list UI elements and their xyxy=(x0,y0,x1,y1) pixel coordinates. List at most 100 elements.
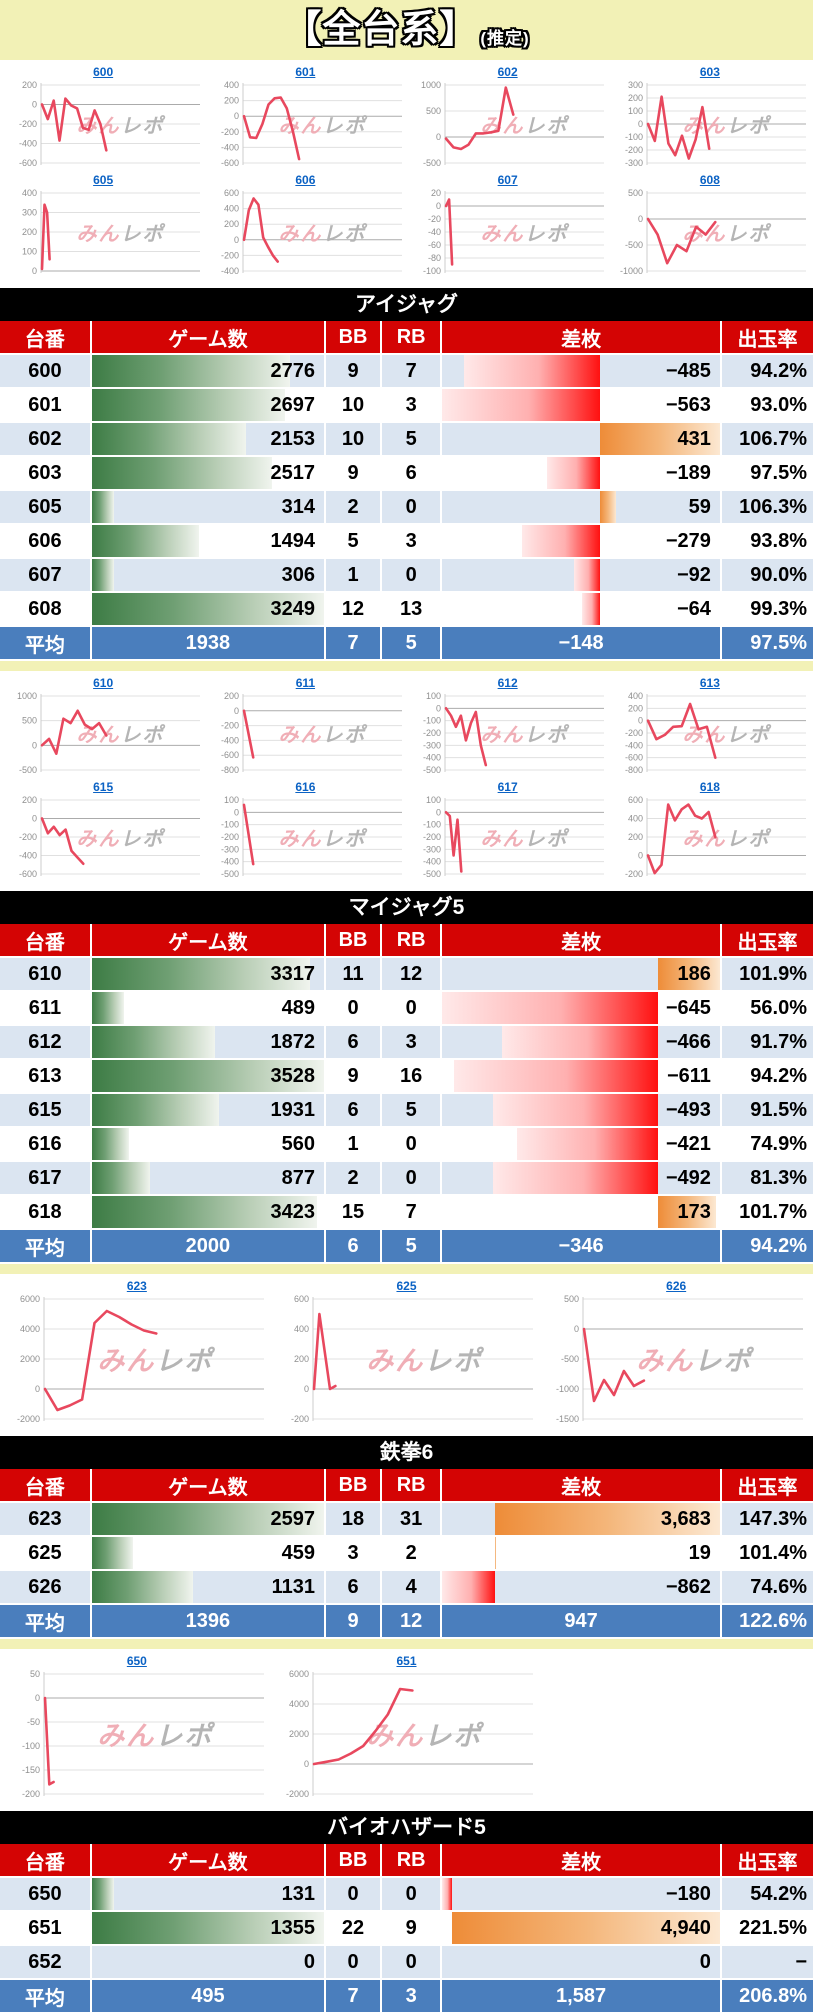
average-rate-value: 122.6% xyxy=(739,1609,807,1632)
diff-bar-negative xyxy=(442,992,658,1024)
machine-link[interactable]: 600 xyxy=(93,65,114,79)
diff-bar-negative xyxy=(442,1878,453,1910)
machine-link[interactable]: 606 xyxy=(295,173,316,187)
machine-link[interactable]: 615 xyxy=(93,780,114,794)
rb-cell: 4 xyxy=(382,1571,443,1603)
machine-number-value: 623 xyxy=(28,1507,62,1530)
machine-link[interactable]: 618 xyxy=(699,780,720,794)
bb-cell: 6 xyxy=(326,1026,383,1058)
bb-cell-value: 6 xyxy=(347,1575,359,1598)
column-header-games-label: ゲーム数 xyxy=(168,328,248,351)
machine-link[interactable]: 605 xyxy=(93,173,114,187)
machine-link[interactable]: 616 xyxy=(295,780,316,794)
table-row: 650 131 0 0 −180 54.2% xyxy=(0,1878,813,1912)
machine-link[interactable]: 611 xyxy=(295,676,316,690)
y-axis-tick-label: 400 xyxy=(628,691,643,701)
machine-link[interactable]: 650 xyxy=(126,1654,147,1668)
diff-cell: −279 xyxy=(442,525,722,557)
average-rate: 122.6% xyxy=(722,1605,813,1637)
minrepo-watermark: みんレポ xyxy=(76,223,165,246)
average-games: 1396 xyxy=(92,1605,326,1637)
average-games-value: 1938 xyxy=(185,631,231,654)
diff-bar-negative xyxy=(453,1060,658,1092)
diff-cell: −189 xyxy=(442,457,722,489)
machine-link[interactable]: 651 xyxy=(396,1654,417,1668)
y-axis-tick-label: -500 xyxy=(221,869,239,879)
machine-link[interactable]: 612 xyxy=(497,676,518,690)
rb-cell: 3 xyxy=(382,389,443,421)
bb-cell: 18 xyxy=(326,1503,383,1535)
games-bar xyxy=(91,1571,194,1603)
y-axis-tick-label: 600 xyxy=(628,795,643,805)
average-games-value: 2000 xyxy=(185,1234,231,1257)
games-cell: 131 xyxy=(91,1878,326,1910)
games-bar xyxy=(91,992,125,1024)
machine-number: 623 xyxy=(0,1503,92,1535)
rate-cell-value: 94.2% xyxy=(750,1064,807,1087)
games-cell: 2517 xyxy=(91,457,326,489)
machine-link[interactable]: 617 xyxy=(497,780,518,794)
machine-table: アイジャグ 台番 ゲーム数 BB RB 差枚 出玉率 600 2776 9 7 −485 94.2% 60… xyxy=(0,288,813,661)
diff-cell-value: 3,683 xyxy=(660,1507,711,1530)
column-header-diff-label: 差枚 xyxy=(561,1476,602,1499)
sparkline-chart: 20 0 -20 -40 -60 -80 -100 みんレポ xyxy=(423,188,605,276)
average-bb-value: 7 xyxy=(347,1984,359,2007)
y-axis-tick-label: -500 xyxy=(561,1354,579,1364)
column-header-rb-label: RB xyxy=(396,1848,426,1871)
machine-link[interactable]: 603 xyxy=(699,65,720,79)
rb-cell-value: 4 xyxy=(405,1575,417,1598)
machine-link[interactable]: 608 xyxy=(699,173,720,187)
sparkline-grid: 600 200 0 -200 -400 -600 みんレポ 601 400 200 0 -200 -40… xyxy=(0,60,813,288)
rb-cell: 6 xyxy=(382,457,443,489)
y-axis-tick-label: 20 xyxy=(431,188,441,198)
section-gap xyxy=(0,1264,813,1274)
average-bb: 7 xyxy=(326,627,383,659)
average-diff: −148 xyxy=(442,627,722,659)
y-axis-tick-label: 6000 xyxy=(289,1669,309,1679)
y-axis-tick-label: 500 xyxy=(564,1294,579,1304)
rb-cell-value: 0 xyxy=(405,1882,417,1905)
bb-cell-value: 0 xyxy=(347,1950,359,1973)
sparkline-chart: 500 0 -500 -1000 -1500 みんレポ xyxy=(556,1294,804,1424)
machine-number: 610 xyxy=(0,958,92,990)
games-cell-value: 1872 xyxy=(270,1030,316,1053)
machine-link[interactable]: 601 xyxy=(295,65,316,79)
machine-link[interactable]: 613 xyxy=(699,676,720,690)
sparkline-chart: 100 0 -100 -200 -300 -400 -500 みんレポ xyxy=(423,691,605,775)
column-header-dai-label: 台番 xyxy=(24,1476,65,1499)
diff-cell: −485 xyxy=(442,355,722,387)
y-axis-tick-label: 0 xyxy=(304,1759,309,1769)
games-cell: 0 xyxy=(92,1946,326,1978)
sparkline-cell: 602 1000 500 0 -500 みんレポ xyxy=(407,64,609,172)
diff-cell: −862 xyxy=(442,1571,722,1603)
rb-cell: 7 xyxy=(382,355,443,387)
average-label-cell: 平均 xyxy=(0,1980,92,2012)
diff-bar-negative xyxy=(517,1128,658,1160)
machine-link[interactable]: 610 xyxy=(93,676,114,690)
rate-cell-value: 93.0% xyxy=(750,393,807,416)
bb-cell: 5 xyxy=(326,525,383,557)
rate-cell-value: 74.9% xyxy=(750,1132,807,1155)
column-header-rb: RB xyxy=(382,321,443,353)
rb-cell-value: 5 xyxy=(405,427,417,450)
sparkline-chart: 400 200 0 -200 -400 -600 -800 みんレポ xyxy=(625,691,807,775)
games-bar xyxy=(91,525,199,557)
machine-link[interactable]: 623 xyxy=(126,1279,147,1293)
table-row: 601 2697 10 3 −563 93.0% xyxy=(0,389,813,423)
y-axis-tick-label: -1500 xyxy=(556,1414,579,1424)
rate-cell-value: 101.7% xyxy=(739,1200,807,1223)
y-axis-tick-label: -300 xyxy=(423,740,441,750)
machine-link[interactable]: 626 xyxy=(666,1279,687,1293)
table-header-row: 台番 ゲーム数 BB RB 差枚 出玉率 xyxy=(0,1844,813,1878)
rb-cell: 0 xyxy=(382,1946,443,1978)
y-axis-tick-label: -60 xyxy=(428,240,441,250)
average-label: 平均 xyxy=(24,1237,65,1260)
bb-cell-value: 0 xyxy=(347,1882,359,1905)
machine-number-value: 615 xyxy=(28,1098,62,1121)
minrepo-watermark: みんレポ xyxy=(481,828,570,851)
machine-number: 625 xyxy=(0,1537,92,1569)
machine-link[interactable]: 625 xyxy=(396,1279,417,1293)
machine-link[interactable]: 602 xyxy=(497,65,518,79)
rate-cell: 97.5% xyxy=(722,457,813,489)
machine-link[interactable]: 607 xyxy=(497,173,518,187)
